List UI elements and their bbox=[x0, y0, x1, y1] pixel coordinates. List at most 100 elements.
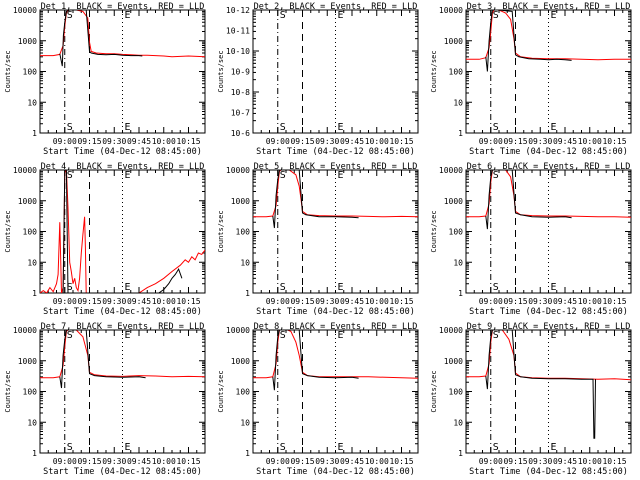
x-tick-label: 10:15 bbox=[602, 457, 626, 466]
marker-label: S bbox=[493, 330, 499, 341]
x-tick-label: 10:00 bbox=[578, 297, 602, 306]
x-axis-label: Start Time (04-Dec-12 08:45:00) bbox=[43, 307, 202, 317]
x-tick-label: 10:15 bbox=[176, 457, 200, 466]
x-tick-label: 09:45 bbox=[340, 457, 364, 466]
x-tick-label: 09:30 bbox=[315, 457, 339, 466]
x-tick-label: 09:15 bbox=[290, 137, 314, 146]
x-tick-label: 10:00 bbox=[365, 297, 389, 306]
detector-panel-3: 1 10 100 1000 10000 09:00 09:15 09:30 09:45 10:00… bbox=[430, 2, 632, 157]
x-tick-label: 10:15 bbox=[176, 297, 200, 306]
x-tick-label: 10:15 bbox=[389, 457, 413, 466]
marker-label: E bbox=[338, 10, 344, 21]
x-tick-label: 09:45 bbox=[127, 297, 151, 306]
x-tick-label: 09:30 bbox=[315, 137, 339, 146]
x-axis-label: Start Time (04-Dec-12 08:45:00) bbox=[43, 467, 202, 477]
y-tick-label: 1000 bbox=[18, 197, 37, 206]
y-tick-label: 10000 bbox=[439, 166, 463, 175]
y-tick-label: 100 bbox=[23, 388, 38, 397]
x-tick-label: 10:00 bbox=[152, 457, 176, 466]
x-tick-label: 09:15 bbox=[290, 457, 314, 466]
x-tick-label: 09:30 bbox=[102, 457, 126, 466]
y-tick-label: 100 bbox=[449, 228, 464, 237]
y-tick-label: 10 bbox=[453, 258, 463, 267]
detector-panel-1: 1 10 100 1000 10000 09:00 09:15 09:30 09:45 10:00… bbox=[4, 2, 206, 157]
y-tick-label: 100 bbox=[449, 388, 464, 397]
detector-panel-9: 1 10 100 1000 10000 09:00 09:15 09:30 09:45 10:00… bbox=[430, 322, 632, 477]
panel-title: Det 8, BLACK = Events, RED = LLD bbox=[254, 322, 418, 332]
y-tick-label: 1000 bbox=[18, 357, 37, 366]
x-tick-label: 09:00 bbox=[53, 457, 77, 466]
series-line-events bbox=[59, 330, 146, 389]
x-tick-label: 09:15 bbox=[77, 457, 101, 466]
detector-panel-2: 10-6 10-7 10-8 10-9 10-10 10-11 10-12 09:00 09:1… bbox=[217, 2, 419, 157]
y-tick-label: 10000 bbox=[226, 326, 250, 335]
y-tick-label: 10-10 bbox=[226, 47, 250, 56]
marker-label: S bbox=[67, 442, 73, 453]
y-tick-label: 10000 bbox=[439, 326, 463, 335]
series-line-events bbox=[485, 10, 572, 72]
panel-title: Det 1, BLACK = Events, RED = LLD bbox=[41, 2, 205, 12]
y-tick-label: 100 bbox=[236, 228, 251, 237]
x-tick-label: 09:00 bbox=[479, 137, 503, 146]
x-tick-label: 09:15 bbox=[503, 137, 527, 146]
x-tick-label: 10:15 bbox=[389, 297, 413, 306]
x-tick-label: 09:45 bbox=[553, 137, 577, 146]
detector-panel-7: 1 10 100 1000 10000 09:00 09:15 09:30 09:45 10:00… bbox=[4, 322, 206, 477]
marker-label: E bbox=[125, 170, 131, 181]
x-tick-label: 09:30 bbox=[102, 137, 126, 146]
x-axis-label: Start Time (04-Dec-12 08:45:00) bbox=[469, 467, 628, 477]
marker-label: E bbox=[551, 170, 557, 181]
x-tick-label: 09:15 bbox=[290, 297, 314, 306]
x-tick-label: 10:00 bbox=[152, 297, 176, 306]
series-line-events bbox=[272, 170, 359, 229]
y-tick-label: 10 bbox=[240, 258, 250, 267]
series-group bbox=[466, 170, 631, 230]
marker-label: E bbox=[551, 442, 557, 453]
y-tick-label: 10-9 bbox=[231, 68, 250, 77]
y-axis-label: Counts/sec bbox=[4, 50, 12, 92]
series-line-events bbox=[59, 10, 143, 67]
marker-label: S bbox=[67, 170, 73, 181]
detector-panel-4: 1 10 100 1000 10000 09:00 09:15 09:30 09:45 10:00… bbox=[4, 162, 206, 317]
y-tick-label: 10000 bbox=[13, 326, 37, 335]
marker-label: S bbox=[280, 122, 286, 133]
marker-label: S bbox=[280, 170, 286, 181]
y-tick-label: 10 bbox=[453, 98, 463, 107]
x-tick-label: 09:00 bbox=[479, 457, 503, 466]
marker-label: E bbox=[125, 442, 131, 453]
panel-title: Det 5, BLACK = Events, RED = LLD bbox=[254, 162, 418, 172]
detector-panel-8: 1 10 100 1000 10000 09:00 09:15 09:30 09:45 10:00… bbox=[217, 322, 419, 477]
x-tick-label: 10:00 bbox=[365, 137, 389, 146]
marker-label: S bbox=[493, 122, 499, 133]
x-axis-label: Start Time (04-Dec-12 08:45:00) bbox=[469, 147, 628, 157]
x-tick-label: 09:45 bbox=[553, 457, 577, 466]
y-tick-label: 10-6 bbox=[231, 129, 250, 138]
marker-label: E bbox=[551, 282, 557, 293]
series-group bbox=[40, 170, 205, 293]
x-tick-label: 10:00 bbox=[578, 137, 602, 146]
y-axis-label: Counts/sec bbox=[217, 370, 225, 412]
x-tick-label: 09:00 bbox=[479, 297, 503, 306]
marker-label: E bbox=[551, 330, 557, 341]
y-tick-label: 10000 bbox=[439, 6, 463, 15]
y-axis-label: Counts/sec bbox=[217, 210, 225, 252]
panel-title: Det 4, BLACK = Events, RED = LLD bbox=[41, 162, 205, 172]
y-tick-label: 1000 bbox=[18, 37, 37, 46]
y-tick-label: 1000 bbox=[444, 197, 463, 206]
y-tick-label: 100 bbox=[23, 228, 38, 237]
x-axis-label: Start Time (04-Dec-12 08:45:00) bbox=[43, 147, 202, 157]
y-tick-label: 10-7 bbox=[231, 109, 250, 118]
marker-label: S bbox=[67, 10, 73, 21]
series-group bbox=[466, 330, 631, 439]
series-line-lld bbox=[40, 170, 205, 293]
y-axis-label: Counts/sec bbox=[4, 210, 12, 252]
y-tick-label: 1 bbox=[458, 449, 463, 458]
detector-panel-6: 1 10 100 1000 10000 09:00 09:15 09:30 09:45 10:00… bbox=[430, 162, 632, 317]
marker-label: E bbox=[551, 122, 557, 133]
marker-label: E bbox=[125, 122, 131, 133]
series-line-events bbox=[62, 170, 183, 293]
marker-label: S bbox=[67, 122, 73, 133]
marker-label: S bbox=[67, 330, 73, 341]
series-line-lld bbox=[466, 10, 631, 61]
x-axis-label: Start Time (04-Dec-12 08:45:00) bbox=[256, 147, 415, 157]
